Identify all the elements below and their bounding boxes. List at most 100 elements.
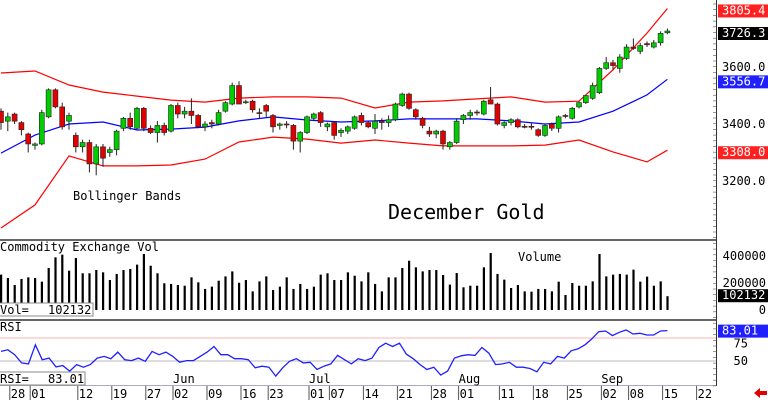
volume-bar <box>170 283 173 310</box>
candle <box>38 109 45 146</box>
volume-bar <box>659 281 662 310</box>
date-tick-label: 12 <box>79 387 93 400</box>
candle <box>453 118 460 144</box>
volume-bar <box>550 291 553 310</box>
volume-bar <box>598 253 601 310</box>
candle <box>528 122 535 130</box>
bollinger-bands-label: Bollinger Bands <box>73 189 181 203</box>
candle-body <box>508 119 514 123</box>
volume-bar <box>476 285 479 310</box>
candle <box>147 125 154 134</box>
candle-body <box>576 102 582 108</box>
volume-bar <box>183 285 186 310</box>
candle <box>603 57 610 70</box>
left-arrow-icon[interactable] <box>754 388 767 398</box>
volume-bar <box>210 286 213 310</box>
volume-bar <box>115 273 118 310</box>
candle <box>508 118 514 126</box>
rsi-tick-label: 50 <box>734 354 748 368</box>
candle <box>243 99 249 105</box>
volume-bar <box>265 276 268 310</box>
volume-bar <box>129 268 132 310</box>
candle-body <box>290 125 297 142</box>
rsi-readout-value: 83.01 <box>48 372 84 386</box>
candle <box>419 116 426 129</box>
candle <box>351 115 358 130</box>
volume-bar <box>0 274 3 310</box>
candle <box>365 121 372 129</box>
candle <box>644 41 650 48</box>
rsi-readout-box <box>0 371 86 386</box>
candle-body <box>644 43 650 46</box>
candle <box>317 111 324 127</box>
volume-bar <box>163 283 166 310</box>
volume-bar <box>346 272 349 310</box>
candle-body <box>419 118 426 126</box>
month-label: Sep <box>601 372 623 386</box>
candle-body <box>630 46 637 49</box>
candle <box>79 139 86 153</box>
volume-bar <box>360 281 363 310</box>
candle-body <box>324 123 331 128</box>
candle-body <box>11 113 18 122</box>
volume-tick-label: 0 <box>759 303 766 317</box>
date-tick-label: 01 <box>31 387 45 400</box>
volume-marker-label: 102132 <box>722 288 765 302</box>
volume-bar <box>442 275 445 310</box>
candle-body <box>59 106 66 128</box>
candle <box>215 109 222 126</box>
price-tick-label: 3200.0 <box>722 174 765 188</box>
candle-body <box>195 115 201 128</box>
price-marker-label: 3726.3 <box>722 26 765 40</box>
candle <box>494 102 501 126</box>
candle <box>576 101 582 109</box>
date-tick-label: 02 <box>174 387 188 400</box>
date-tick-label: 28 <box>11 387 25 400</box>
candle <box>256 108 263 119</box>
candle-body <box>460 115 467 121</box>
candle <box>596 67 603 95</box>
candle-body <box>263 105 270 112</box>
volume-bar <box>88 273 91 310</box>
volume-bar <box>102 272 105 310</box>
date-tick-label: 19 <box>113 387 127 400</box>
volume-bar <box>6 278 9 310</box>
candle <box>562 114 569 119</box>
price-marker-label-bg <box>718 4 768 18</box>
volume-bar <box>571 283 574 310</box>
candle-body <box>521 125 528 128</box>
right-axis: 3600.0 3400.0 3200.0 3805.4 3726.3 3556.7 3308… <box>713 0 768 387</box>
candle <box>202 121 208 132</box>
candle <box>460 114 467 124</box>
candle <box>107 146 113 157</box>
candle-body <box>569 108 576 119</box>
candle-body <box>181 110 188 115</box>
volume-bar <box>646 276 649 310</box>
candle <box>25 132 32 153</box>
date-tick-label: 15 <box>664 387 678 400</box>
volume-bar <box>448 284 451 310</box>
rsi-panel <box>0 329 716 378</box>
candle <box>93 143 99 176</box>
candle-body <box>623 46 630 59</box>
volume-marker-label-bg <box>718 289 768 303</box>
candle <box>161 122 167 136</box>
candle-body <box>310 113 317 119</box>
candle-body <box>222 102 229 112</box>
volume-bar <box>537 288 540 310</box>
candle-body <box>344 126 351 132</box>
volume-bar <box>367 272 370 310</box>
volume-bar <box>421 271 424 310</box>
candle <box>637 42 644 55</box>
candle <box>86 139 93 173</box>
volume-bar <box>272 290 275 310</box>
volume-panel-title: Commodity Exchange Vol <box>0 240 159 254</box>
candle-body <box>154 125 161 133</box>
candle <box>113 129 120 156</box>
candle <box>582 95 589 105</box>
volume-bar <box>251 291 254 310</box>
candle <box>304 115 310 134</box>
candle <box>52 88 59 109</box>
candle-body <box>446 142 453 148</box>
candle-body <box>270 115 276 128</box>
